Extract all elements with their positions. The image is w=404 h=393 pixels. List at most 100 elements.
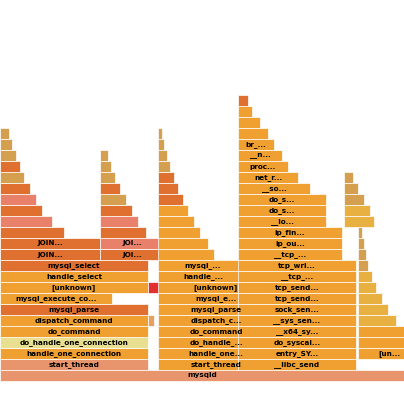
FancyBboxPatch shape [0,172,24,183]
FancyBboxPatch shape [158,271,248,282]
Text: __tcp_...: __tcp_... [281,273,313,280]
FancyBboxPatch shape [0,216,52,227]
FancyBboxPatch shape [158,183,178,194]
Text: handle_select: handle_select [46,273,102,280]
FancyBboxPatch shape [238,183,310,194]
Text: mysqld: mysqld [187,373,217,378]
Text: [un...: [un... [378,350,400,357]
Text: do_handle_one_connection: do_handle_one_connection [19,339,128,346]
Text: do_handle_...: do_handle_... [189,339,243,346]
Text: handle_...: handle_... [183,273,223,280]
FancyBboxPatch shape [358,260,368,271]
FancyBboxPatch shape [158,348,274,359]
Text: __n...: __n... [250,152,270,158]
FancyBboxPatch shape [100,172,115,183]
FancyBboxPatch shape [358,315,396,326]
Text: JOI...: JOI... [122,241,142,246]
FancyBboxPatch shape [158,227,200,238]
FancyBboxPatch shape [238,95,248,106]
Text: start_thread: start_thread [48,361,99,368]
FancyBboxPatch shape [0,205,42,216]
Text: start_thread: start_thread [191,361,242,368]
FancyBboxPatch shape [238,194,326,205]
FancyBboxPatch shape [358,227,362,238]
FancyBboxPatch shape [238,128,268,139]
FancyBboxPatch shape [358,271,372,282]
Text: handle_one_connection: handle_one_connection [26,350,122,357]
FancyBboxPatch shape [100,238,164,249]
Text: tcp_send...: tcp_send... [275,295,319,302]
FancyBboxPatch shape [358,249,366,260]
Text: net_r...: net_r... [254,174,282,181]
FancyBboxPatch shape [358,282,376,293]
FancyBboxPatch shape [0,282,148,293]
FancyBboxPatch shape [0,337,148,348]
Text: do_s...: do_s... [269,207,295,214]
FancyBboxPatch shape [0,249,100,260]
FancyBboxPatch shape [238,348,356,359]
FancyBboxPatch shape [250,216,264,227]
FancyBboxPatch shape [0,194,36,205]
FancyBboxPatch shape [358,348,404,359]
FancyBboxPatch shape [0,315,148,326]
FancyBboxPatch shape [158,337,274,348]
FancyBboxPatch shape [158,282,274,293]
FancyBboxPatch shape [0,238,100,249]
FancyBboxPatch shape [238,282,356,293]
FancyBboxPatch shape [344,194,364,205]
FancyBboxPatch shape [250,238,278,249]
FancyBboxPatch shape [238,139,274,150]
Text: mysql_execute_co...: mysql_execute_co... [15,295,97,302]
FancyBboxPatch shape [0,271,148,282]
FancyBboxPatch shape [238,238,342,249]
FancyBboxPatch shape [158,260,248,271]
Text: proc...: proc... [250,163,276,169]
FancyBboxPatch shape [158,150,167,161]
FancyBboxPatch shape [238,161,288,172]
FancyBboxPatch shape [358,326,404,337]
Text: mysql_parse: mysql_parse [190,306,242,313]
Text: br_...: br_... [246,141,266,148]
FancyBboxPatch shape [158,238,208,249]
FancyBboxPatch shape [344,172,353,183]
FancyBboxPatch shape [158,315,274,326]
FancyBboxPatch shape [358,293,382,304]
Text: dispatch_c...: dispatch_c... [190,317,242,324]
Text: mysql_...: mysql_... [185,262,221,269]
FancyBboxPatch shape [158,128,162,139]
FancyBboxPatch shape [238,326,356,337]
FancyBboxPatch shape [238,359,356,370]
FancyBboxPatch shape [358,304,388,315]
Text: JOIN...: JOIN... [37,252,63,257]
FancyBboxPatch shape [100,227,146,238]
FancyBboxPatch shape [0,326,148,337]
FancyBboxPatch shape [238,337,356,348]
Text: sock_sen...: sock_sen... [275,306,320,313]
FancyBboxPatch shape [168,238,173,249]
FancyBboxPatch shape [158,216,194,227]
FancyBboxPatch shape [100,183,120,194]
FancyBboxPatch shape [100,150,108,161]
FancyBboxPatch shape [158,139,164,150]
FancyBboxPatch shape [0,370,404,381]
FancyBboxPatch shape [158,161,170,172]
Text: do_command: do_command [47,328,101,335]
Text: ip_ou...: ip_ou... [275,240,305,247]
Text: __libc_send: __libc_send [274,361,320,368]
FancyBboxPatch shape [0,348,148,359]
FancyBboxPatch shape [358,337,404,348]
Text: do_syscal...: do_syscal... [274,339,320,346]
FancyBboxPatch shape [238,293,356,304]
FancyBboxPatch shape [158,359,274,370]
FancyBboxPatch shape [158,293,274,304]
FancyBboxPatch shape [344,183,358,194]
FancyBboxPatch shape [0,183,30,194]
Text: tcp_wri...: tcp_wri... [278,262,316,269]
FancyBboxPatch shape [344,216,374,227]
FancyBboxPatch shape [238,172,298,183]
FancyBboxPatch shape [238,227,342,238]
FancyBboxPatch shape [100,249,164,260]
FancyBboxPatch shape [158,205,188,216]
FancyBboxPatch shape [100,194,126,205]
Text: [unknown]: [unknown] [194,284,238,291]
